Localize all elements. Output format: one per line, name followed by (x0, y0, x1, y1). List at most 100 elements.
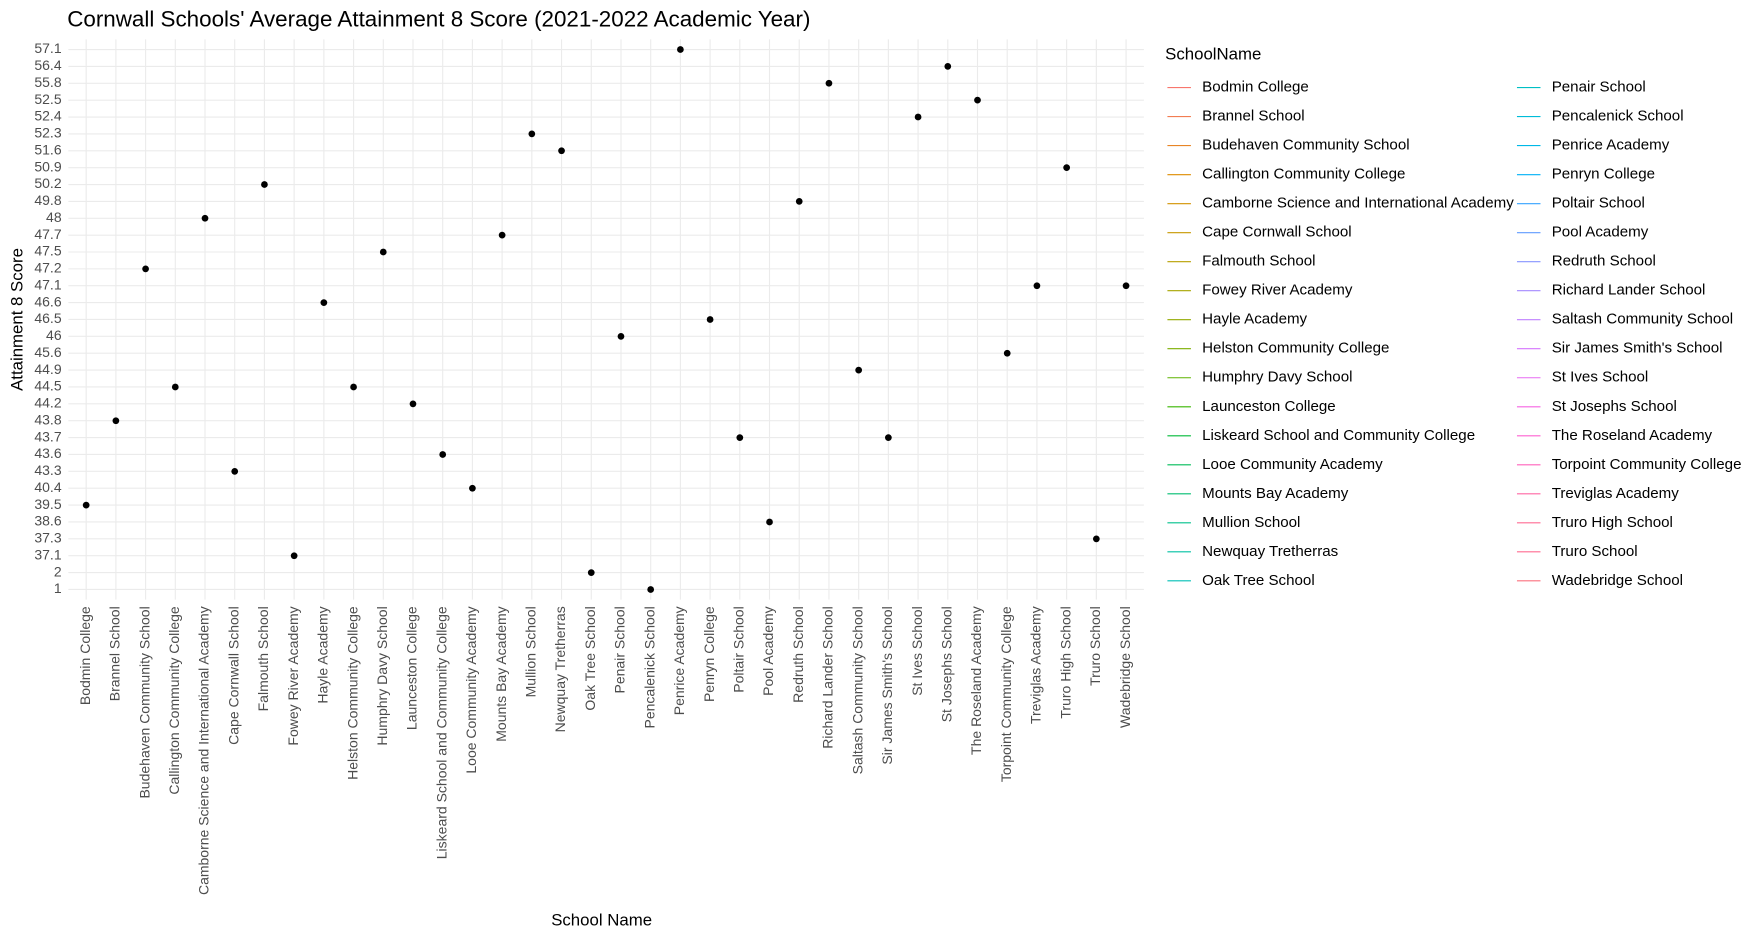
x-tick-label: Hayle Academy (315, 606, 331, 703)
legend-label: Truro High School (1552, 514, 1673, 531)
y-tick-label: 47.7 (34, 226, 61, 242)
x-tick-label: Penryn College (701, 606, 717, 702)
y-tick-label: 57.1 (34, 40, 61, 56)
y-tick-label: 48 (46, 209, 62, 225)
y-tick-label: 46.5 (34, 310, 61, 326)
y-tick-label: 1 (54, 580, 62, 596)
legend-label: Humphry Davy School (1202, 369, 1352, 386)
y-tick-label: 44.5 (34, 378, 61, 394)
point (528, 130, 536, 138)
x-tick-label: The Roseland Academy (968, 606, 984, 755)
legend-label: Bodmin College (1202, 79, 1309, 96)
legend-label: Oak Tree School (1202, 572, 1315, 589)
point (855, 366, 863, 374)
x-tick-label: Truro High School (1057, 606, 1073, 718)
y-tick-label: 47.5 (34, 243, 61, 259)
point (379, 248, 387, 256)
x-tick-label: Treviglas Academy (1028, 606, 1044, 724)
x-tick-label: Wadebridge School (1117, 606, 1133, 728)
x-tick-label: Liskeard School and Community College (433, 606, 449, 859)
y-tick-label: 40.4 (34, 479, 61, 495)
legend-label: Pool Academy (1552, 224, 1649, 241)
legend-label: Falmouth School (1202, 253, 1315, 270)
legend-label: Redruth School (1552, 253, 1656, 270)
legend-label: Hayle Academy (1202, 311, 1307, 328)
legend-label: Callington Community College (1202, 166, 1405, 183)
x-tick-label: Falmouth School (255, 606, 271, 711)
legend-label: Pencalenick School (1552, 108, 1684, 125)
point (469, 484, 476, 492)
legend-label: Budehaven Community School (1202, 137, 1409, 154)
y-tick-label: 47.1 (34, 276, 61, 292)
point (795, 198, 803, 205)
y-tick-label: 50.9 (34, 158, 61, 174)
x-tick-label: Saltash Community School (849, 606, 865, 774)
point (914, 113, 922, 121)
legend-label: Mullion School (1202, 514, 1300, 531)
point (142, 265, 149, 273)
y-tick-label: 43.7 (34, 428, 61, 444)
x-tick-label: Poltair School (731, 606, 747, 692)
point (201, 214, 209, 222)
y-tick-label: 50.2 (34, 175, 61, 191)
y-tick-label: 55.8 (34, 74, 61, 90)
legend-label: Camborne Science and International Acade… (1202, 195, 1514, 212)
point (825, 79, 833, 87)
point (944, 63, 952, 70)
x-tick-label: Looe Community Academy (463, 606, 479, 773)
y-tick-label: 43.3 (34, 462, 61, 478)
point (498, 231, 506, 239)
y-tick-label: 46.6 (34, 293, 61, 309)
point (1033, 282, 1041, 290)
x-tick-label: Mounts Bay Academy (493, 606, 509, 741)
point (171, 383, 179, 391)
point (885, 434, 892, 441)
point (587, 569, 595, 576)
x-axis-title: School Name (551, 911, 652, 930)
legend-label: St Josephs School (1552, 398, 1677, 415)
legend-label: Penair School (1552, 79, 1646, 96)
y-tick-label: 39.5 (34, 496, 61, 512)
y-tick-label: 56.4 (34, 57, 61, 73)
point (1003, 349, 1011, 357)
point (1063, 164, 1070, 171)
x-tick-label: Torpoint Community College (998, 606, 1014, 782)
x-tick-label: St Josephs School (938, 606, 954, 722)
legend-label: Torpoint Community College (1552, 456, 1742, 473)
x-tick-label: Redruth School (790, 606, 806, 703)
y-tick-label: 52.5 (34, 91, 61, 107)
point (320, 299, 328, 306)
x-tick-label: Budehaven Community School (136, 606, 152, 798)
point (677, 46, 684, 53)
x-tick-label: Mullion School (523, 606, 539, 697)
x-tick-label: Helston Community College (344, 606, 360, 780)
point (409, 400, 417, 408)
legend-label: Richard Lander School (1552, 282, 1706, 299)
legend-label: Helston Community College (1202, 340, 1389, 357)
x-tick-label: Humphry Davy School (374, 606, 390, 745)
point (112, 417, 120, 425)
legend-label: Penrice Academy (1552, 137, 1670, 154)
y-tick-label: 51.6 (34, 141, 61, 157)
x-tick-label: Penrice Academy (671, 606, 687, 715)
x-tick-label: Pencalenick School (641, 606, 657, 728)
x-tick-label: Launceston College (404, 606, 420, 730)
x-tick-label: Penair School (612, 606, 628, 693)
point (647, 586, 655, 593)
legend-label: Brannel School (1202, 108, 1304, 125)
legend-label: St Ives School (1552, 369, 1649, 386)
point (617, 333, 625, 340)
y-tick-label: 37.1 (34, 546, 61, 562)
x-tick-label: Sir James Smith's School (879, 606, 895, 764)
legend-label: The Roseland Academy (1552, 427, 1713, 444)
legend-label: Treviglas Academy (1552, 485, 1680, 502)
y-tick-label: 44.2 (34, 395, 61, 411)
legend-label: Cape Cornwall School (1202, 224, 1352, 241)
y-tick-label: 37.3 (34, 530, 61, 546)
x-tick-label: Fowey River Academy (285, 606, 301, 745)
legend-label: Mounts Bay Academy (1202, 485, 1349, 502)
point (706, 316, 714, 323)
legend-label: Liskeard School and Community College (1202, 427, 1475, 444)
point (1092, 535, 1100, 543)
